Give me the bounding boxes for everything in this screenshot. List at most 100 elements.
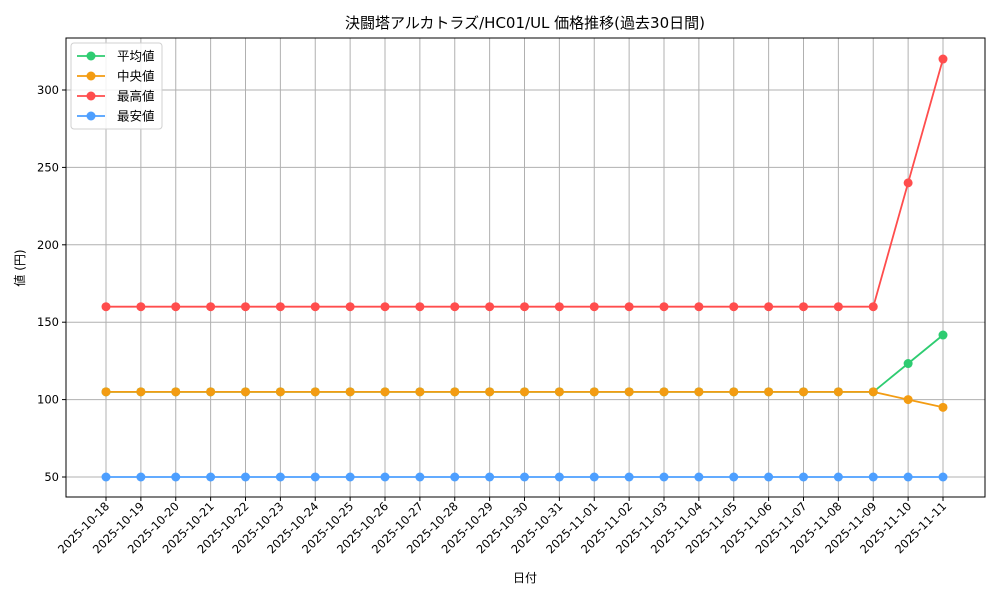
data-point-marker xyxy=(833,387,843,397)
data-point-marker xyxy=(275,387,285,397)
y-tick-label: 200 xyxy=(37,238,59,252)
data-point-marker xyxy=(659,472,669,482)
data-point-marker xyxy=(485,302,495,312)
data-point-marker xyxy=(345,387,355,397)
data-point-marker xyxy=(938,472,948,482)
data-point-marker xyxy=(554,302,564,312)
data-point-marker xyxy=(624,472,634,482)
data-point-marker xyxy=(380,387,390,397)
data-point-marker xyxy=(450,302,460,312)
data-point-marker xyxy=(520,302,529,312)
x-axis-label: 日付 xyxy=(513,571,537,585)
series-1 xyxy=(101,387,948,412)
data-point-marker xyxy=(136,472,146,482)
legend-marker-icon xyxy=(86,111,96,121)
data-point-marker xyxy=(764,472,774,482)
data-point-marker xyxy=(868,472,878,482)
data-point-marker xyxy=(833,472,843,482)
data-point-marker xyxy=(101,472,111,482)
y-axis-label: 値 (円) xyxy=(12,249,27,286)
data-point-marker xyxy=(799,472,808,482)
legend-label: 中央値 xyxy=(117,69,155,84)
grid-lines xyxy=(66,38,985,497)
data-point-marker xyxy=(554,387,564,397)
legend-label: 最高値 xyxy=(117,89,155,104)
data-point-marker xyxy=(206,302,216,312)
data-point-marker xyxy=(485,472,495,482)
data-point-marker xyxy=(241,387,250,397)
data-point-marker xyxy=(624,302,634,312)
legend-marker-icon xyxy=(86,91,96,101)
data-point-marker xyxy=(310,387,320,397)
data-point-marker xyxy=(799,387,808,397)
data-point-marker xyxy=(694,472,704,482)
y-tick-label: 300 xyxy=(37,83,59,97)
data-point-marker xyxy=(729,387,739,397)
data-point-marker xyxy=(903,472,913,482)
data-point-marker xyxy=(310,302,320,312)
data-point-marker xyxy=(833,302,843,312)
data-point-marker xyxy=(729,302,739,312)
data-point-marker xyxy=(694,387,704,397)
data-point-marker xyxy=(415,387,425,397)
legend-box xyxy=(70,42,163,130)
data-point-marker xyxy=(171,472,181,482)
data-point-marker xyxy=(241,472,250,482)
data-point-marker xyxy=(275,472,285,482)
y-tick-label: 250 xyxy=(37,160,59,174)
data-point-marker xyxy=(485,387,495,397)
data-point-marker xyxy=(345,302,355,312)
x-axis-ticks: 2025-10-182025-10-192025-10-202025-10-21… xyxy=(55,497,949,556)
legend-marker-icon xyxy=(86,71,96,81)
data-point-marker xyxy=(101,302,111,312)
data-point-marker xyxy=(903,395,913,405)
y-tick-label: 150 xyxy=(37,315,59,329)
data-point-marker xyxy=(520,387,529,397)
data-point-marker xyxy=(589,472,599,482)
data-point-marker xyxy=(136,387,146,397)
data-point-marker xyxy=(764,387,774,397)
data-series xyxy=(101,54,948,482)
series-3 xyxy=(101,472,948,482)
data-point-marker xyxy=(764,302,774,312)
data-point-marker xyxy=(310,472,320,482)
data-point-marker xyxy=(450,387,460,397)
data-point-marker xyxy=(659,387,669,397)
data-point-marker xyxy=(589,387,599,397)
data-point-marker xyxy=(415,302,425,312)
data-point-marker xyxy=(729,472,739,482)
data-point-marker xyxy=(938,330,948,340)
plot-frame xyxy=(65,37,986,498)
data-point-marker xyxy=(206,472,216,482)
data-point-marker xyxy=(938,402,948,412)
data-point-marker xyxy=(868,302,878,312)
data-point-marker xyxy=(589,302,599,312)
data-point-marker xyxy=(241,302,250,312)
data-point-marker xyxy=(101,387,111,397)
data-point-marker xyxy=(171,387,181,397)
data-point-marker xyxy=(171,302,181,312)
data-point-marker xyxy=(903,178,913,188)
legend-label: 最安値 xyxy=(117,109,155,124)
data-point-marker xyxy=(799,302,808,312)
data-point-marker xyxy=(554,472,564,482)
y-tick-label: 100 xyxy=(37,393,59,407)
data-point-marker xyxy=(868,387,878,397)
data-point-marker xyxy=(206,387,216,397)
data-point-marker xyxy=(903,359,913,369)
data-point-marker xyxy=(450,472,460,482)
legend-label: 平均値 xyxy=(117,49,155,64)
legend-marker-icon xyxy=(86,51,96,61)
data-point-marker xyxy=(380,472,390,482)
chart-title: 決闘塔アルカトラズ/HC01/UL 価格推移(過去30日間) xyxy=(345,14,705,32)
data-point-marker xyxy=(938,54,948,64)
data-point-marker xyxy=(345,472,355,482)
data-point-marker xyxy=(624,387,634,397)
data-point-marker xyxy=(415,472,425,482)
data-point-marker xyxy=(520,472,529,482)
series-2 xyxy=(101,54,948,312)
data-point-marker xyxy=(136,302,146,312)
data-point-marker xyxy=(380,302,390,312)
